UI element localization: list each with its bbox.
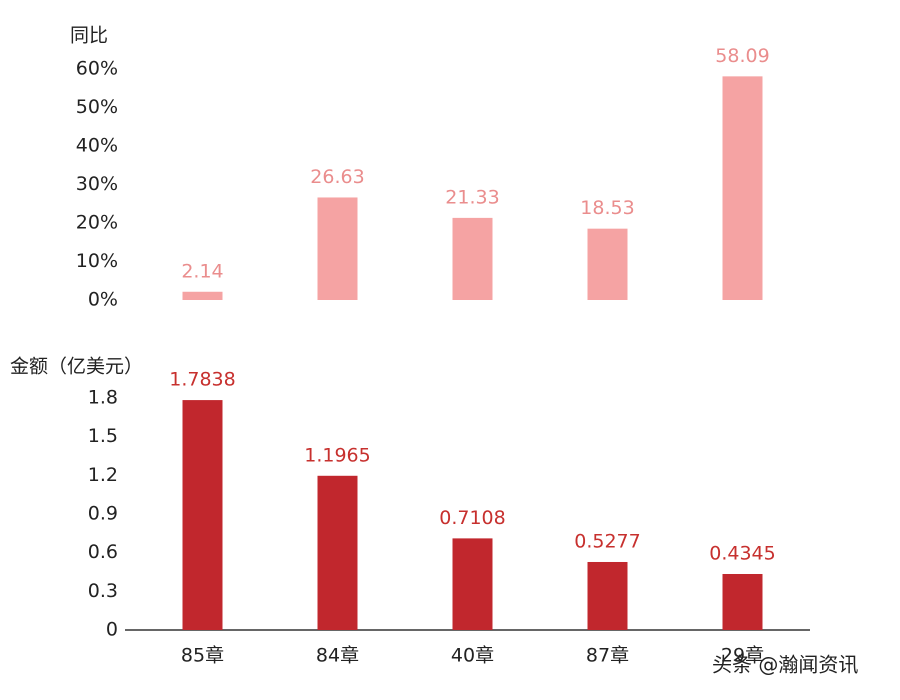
y-tick-label: 1.5 <box>88 425 118 447</box>
bar <box>317 475 358 630</box>
y-axis-title: 金额（亿美元） <box>10 356 143 378</box>
y-tick-label: 1.2 <box>88 464 118 486</box>
bar <box>182 400 223 630</box>
y-tick-label: 10% <box>76 250 118 272</box>
y-tick-label: 0.6 <box>88 541 118 563</box>
data-label: 21.33 <box>445 186 499 208</box>
x-tick-label: 85章 <box>181 645 224 667</box>
x-tick-label: 87章 <box>586 645 629 667</box>
x-tick-label: 84章 <box>316 645 359 667</box>
bar <box>182 291 223 300</box>
x-tick-label: 29章 <box>721 645 764 667</box>
data-label: 58.09 <box>715 45 769 67</box>
bar <box>317 197 358 300</box>
data-label: 0.4345 <box>709 542 775 564</box>
bar <box>452 538 493 630</box>
data-label: 2.14 <box>181 260 223 282</box>
y-tick-label: 1.8 <box>88 387 118 409</box>
bar <box>587 561 628 630</box>
y-tick-label: 20% <box>76 212 118 234</box>
bar <box>452 217 493 300</box>
bar <box>722 573 763 630</box>
data-label: 0.5277 <box>574 530 640 552</box>
data-label: 26.63 <box>310 166 364 188</box>
y-tick-label: 0.3 <box>88 580 118 602</box>
data-label: 1.7838 <box>169 369 235 391</box>
y-tick-label: 50% <box>76 96 118 118</box>
y-tick-label: 0.9 <box>88 503 118 525</box>
y-tick-label: 30% <box>76 173 118 195</box>
x-tick-label: 40章 <box>451 645 494 667</box>
data-label: 1.1965 <box>304 444 370 466</box>
watermark: 头条 @瀚闻资讯 <box>712 653 858 677</box>
y-tick-label: 40% <box>76 135 118 157</box>
data-label: 18.53 <box>580 197 634 219</box>
y-tick-label: 0% <box>88 289 118 311</box>
bar <box>587 228 628 300</box>
y-axis-title: 同比 <box>70 25 108 47</box>
y-tick-label: 60% <box>76 58 118 80</box>
bar <box>722 76 763 300</box>
data-label: 0.7108 <box>439 507 505 529</box>
y-tick-label: 0 <box>106 619 118 641</box>
